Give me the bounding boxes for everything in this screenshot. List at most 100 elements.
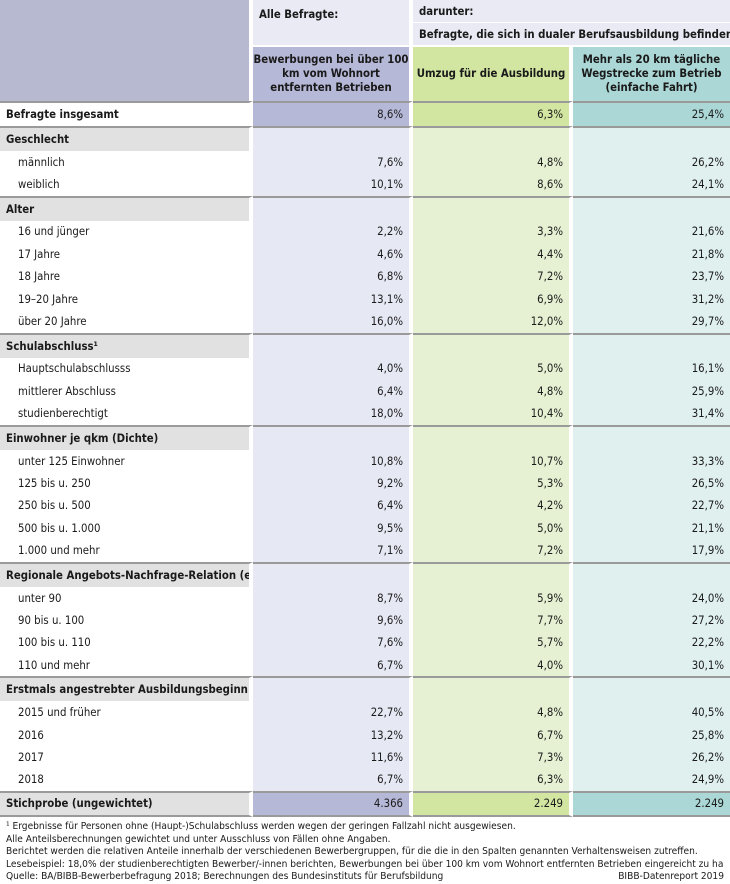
section-spacer-1 [253,126,413,151]
header-alle-befragte: Alle Befragte: [253,0,413,45]
row-value-umzug: 4,8% [413,380,573,403]
row-value-umzug: 3,3% [413,220,573,244]
row-label: 2017 [0,746,253,769]
row-value-wegstrecke: 16,1% [573,357,730,381]
table-row: unter 90 8,7% 5,9% 24,0% [0,586,730,610]
row-value-wegstrecke: 26,2% [573,151,730,174]
table-row: 250 bis u. 500 6,4% 4,2% 22,7% [0,494,730,518]
row-value-umzug: 10,7% [413,449,573,473]
section-spacer-2 [413,424,573,450]
table-row: 2018 6,7% 6,3% 24,9% [0,768,730,791]
row-label: mittlerer Abschluss [0,380,253,403]
row-value-bewerbungen: 6,8% [253,265,413,288]
section-spacer-1 [253,332,413,358]
header-col-wegstrecke: Mehr als 20 km tägliche Wegstrecke zum B… [573,45,730,101]
row-label: 125 bis u. 250 [0,472,253,495]
section-row: Erstmals angestrebter Ausbildungsbeginn [0,676,730,702]
section-row: Schulabschluss¹ [0,332,730,358]
row-value-wegstrecke: 26,5% [573,472,730,495]
row-value-umzug: 4,4% [413,243,573,266]
table-row: über 20 Jahre 16,0% 12,0% 29,7% [0,310,730,333]
row-value-umzug: 4,8% [413,151,573,174]
table-row: Hauptschulabschlusss 4,0% 5,0% 16,1% [0,357,730,381]
row-value-bewerbungen: 9,5% [253,517,413,540]
row-label: 500 bis u. 1.000 [0,517,253,540]
row-label: weiblich [0,173,253,196]
section-spacer-2 [413,676,573,702]
row-value-bewerbungen: 2,2% [253,220,413,244]
table-row: 17 Jahre 4,6% 4,4% 21,8% [0,243,730,266]
row-label: 18 Jahre [0,265,253,288]
row-value-wegstrecke: 40,5% [573,701,730,724]
stichprobe-value-2: 2.249 [413,790,573,817]
total-value-3: 25,4% [573,101,730,126]
row-label: 250 bis u. 500 [0,494,253,518]
row-value-wegstrecke: 21,8% [573,243,730,266]
section-spacer-3 [573,561,730,587]
footnote-4: Lesebeispiel: 18,0% der studienberechtig… [6,858,724,870]
section-spacer-3 [573,332,730,358]
header-befragte-dual: Befragte, die sich in dualer Berufsausbi… [413,22,730,45]
table-row: 2017 11,6% 7,3% 26,2% [0,746,730,769]
row-value-wegstrecke: 22,2% [573,631,730,655]
row-value-bewerbungen: 7,6% [253,631,413,655]
row-value-bewerbungen: 9,6% [253,609,413,632]
table-row: studienberechtigt 18,0% 10,4% 31,4% [0,402,730,425]
row-value-bewerbungen: 10,1% [253,173,413,196]
footnote-2: Alle Anteilsberechnungen gewichtet und u… [6,833,391,845]
section-spacer-2 [413,332,573,358]
row-value-umzug: 7,2% [413,265,573,288]
row-label: 110 und mehr [0,654,253,677]
section-row: Alter [0,195,730,221]
table-row: männlich 7,6% 4,8% 26,2% [0,151,730,174]
table-row: weiblich 10,1% 8,6% 24,1% [0,173,730,196]
section-title: Einwohner je qkm (Dichte) [0,424,253,450]
row-value-umzug: 8,6% [413,173,573,196]
row-value-bewerbungen: 6,7% [253,768,413,791]
row-value-umzug: 10,4% [413,402,573,425]
section-spacer-1 [253,561,413,587]
table-row: 125 bis u. 250 9,2% 5,3% 26,5% [0,472,730,495]
header-darunter: darunter: [413,0,730,22]
row-value-bewerbungen: 4,6% [253,243,413,266]
section-spacer-1 [253,676,413,702]
table-row: 2016 13,2% 6,7% 25,8% [0,723,730,747]
row-value-wegstrecke: 33,3% [573,449,730,473]
table-row: 90 bis u. 100 9,6% 7,7% 27,2% [0,609,730,632]
row-value-wegstrecke: 22,7% [573,494,730,518]
section-spacer-3 [573,195,730,221]
row-value-bewerbungen: 6,4% [253,494,413,518]
section-title: Regionale Angebots-Nachfrage-Relation (e… [0,561,253,587]
row-value-umzug: 4,2% [413,494,573,518]
section-spacer-3 [573,676,730,702]
row-label: 2016 [0,723,253,747]
row-value-bewerbungen: 16,0% [253,310,413,333]
row-value-umzug: 7,7% [413,609,573,632]
row-value-wegstrecke: 31,2% [573,287,730,311]
table-row: unter 125 Einwohner 10,8% 10,7% 33,3% [0,449,730,473]
table-row: 500 bis u. 1.000 9,5% 5,0% 21,1% [0,517,730,540]
section-title: Schulabschluss¹ [0,332,253,358]
section-spacer-2 [413,126,573,151]
row-label: 2018 [0,768,253,791]
table-row: 100 bis u. 110 7,6% 5,7% 22,2% [0,631,730,655]
section-spacer-3 [573,126,730,151]
row-value-umzug: 5,3% [413,472,573,495]
table-row: 18 Jahre 6,8% 7,2% 23,7% [0,265,730,288]
row-value-bewerbungen: 7,1% [253,539,413,562]
row-label: 100 bis u. 110 [0,631,253,655]
row-value-bewerbungen: 22,7% [253,701,413,724]
row-value-wegstrecke: 31,4% [573,402,730,425]
row-value-umzug: 5,9% [413,586,573,610]
report-label: BIBB-Datenreport 2019 [618,871,724,882]
row-value-wegstrecke: 17,9% [573,539,730,562]
table-row: 16 und jünger 2,2% 3,3% 21,6% [0,220,730,244]
row-value-bewerbungen: 10,8% [253,449,413,473]
row-value-bewerbungen: 11,6% [253,746,413,769]
section-spacer-1 [253,424,413,450]
stichprobe-row: Stichprobe (ungewichtet) 4.366 2.249 2.249 [0,790,730,817]
row-value-wegstrecke: 24,9% [573,768,730,791]
row-value-bewerbungen: 18,0% [253,402,413,425]
source-line: Quelle: BA/BIBB-Bewerberbefragung 2018; … [6,871,724,884]
row-value-bewerbungen: 13,1% [253,287,413,311]
